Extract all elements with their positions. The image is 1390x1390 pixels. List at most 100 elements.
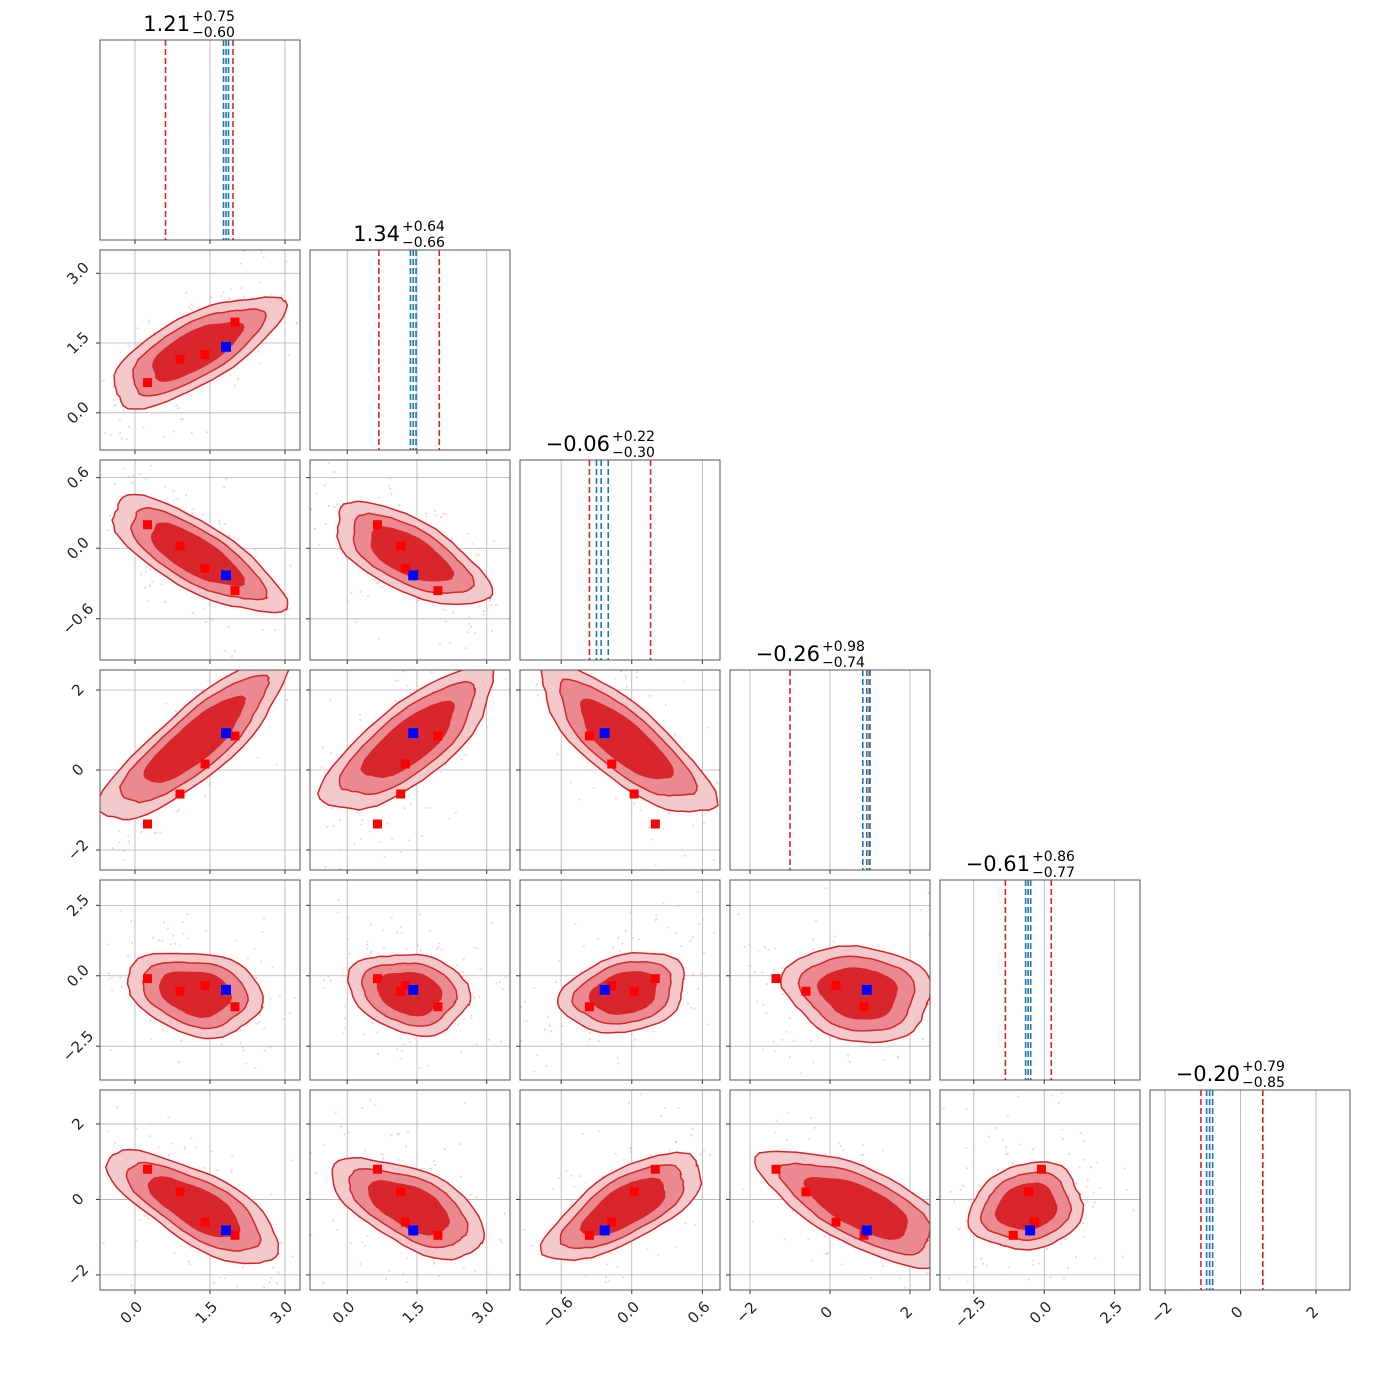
sample-point: [108, 977, 111, 980]
sample-point: [366, 1234, 369, 1238]
y-tick-label: −0.6: [59, 600, 97, 638]
sample-point: [464, 753, 467, 756]
sample-point: [538, 649, 540, 651]
sample-point: [579, 1175, 582, 1178]
sample-point: [360, 1241, 364, 1244]
red-marker: [396, 541, 406, 551]
sample-point: [520, 1039, 523, 1042]
sample-point: [440, 664, 442, 666]
sample-point: [259, 362, 262, 365]
sample-point: [163, 435, 166, 438]
sample-point: [788, 1017, 791, 1020]
sample-point: [996, 1168, 1000, 1172]
sample-point: [359, 590, 362, 593]
sample-point: [218, 522, 222, 525]
sample-point: [210, 1150, 213, 1153]
sample-point: [1091, 1205, 1094, 1208]
sample-point: [415, 1341, 417, 1343]
contour-panel-4-0: −2.5 0.0 2.5: [59, 879, 301, 1084]
red-marker: [230, 731, 240, 741]
sample-point: [714, 908, 716, 910]
red-marker: [175, 789, 185, 799]
y-tick-label: 0.0: [63, 533, 93, 563]
sample-point: [949, 1190, 953, 1193]
sample-point: [186, 913, 189, 916]
sample-point: [176, 497, 179, 500]
blue-truth-marker: [408, 984, 419, 995]
sample-point: [810, 1116, 813, 1120]
sample-point: [664, 1106, 667, 1110]
sample-point: [944, 1058, 946, 1060]
sample-point: [338, 818, 342, 822]
sample-point: [586, 1044, 589, 1047]
sample-point: [512, 644, 514, 646]
sample-point: [1082, 1140, 1085, 1143]
sample-point: [444, 763, 447, 767]
red-marker: [433, 1002, 443, 1012]
sample-point: [460, 758, 463, 761]
x-tick-label: −2: [1147, 1298, 1175, 1326]
sample-point: [1001, 1139, 1004, 1142]
panel-content: [490, 891, 720, 1073]
sample-point: [227, 298, 230, 301]
sample-point: [164, 485, 167, 488]
blue-truth-marker: [599, 1225, 610, 1236]
sample-point: [400, 931, 403, 934]
red-marker: [372, 819, 382, 829]
sample-point: [625, 685, 628, 688]
sample-point: [702, 1149, 706, 1152]
sample-point: [185, 291, 188, 294]
sample-point: [361, 819, 364, 822]
sample-point: [243, 250, 246, 253]
sample-point: [203, 1166, 206, 1169]
sample-point: [523, 1228, 526, 1231]
sample-point: [741, 863, 743, 865]
sample-point: [809, 1039, 813, 1042]
sample-point: [428, 806, 431, 810]
sample-point: [109, 433, 112, 437]
sample-point: [92, 452, 94, 454]
sample-point: [122, 409, 125, 412]
sample-point: [318, 704, 320, 706]
sample-point: [219, 295, 223, 298]
sample-point: [767, 948, 770, 952]
sample-point: [424, 512, 428, 515]
sample-point: [545, 1064, 548, 1067]
sample-point: [225, 477, 228, 481]
sample-point: [326, 825, 329, 829]
sample-point: [456, 1023, 459, 1026]
sample-point: [295, 321, 299, 325]
red-marker: [400, 759, 410, 769]
sample-point: [490, 1034, 492, 1036]
sample-point: [1005, 1321, 1007, 1323]
sample-point: [315, 1172, 318, 1175]
sample-point: [123, 467, 126, 470]
sample-point: [1081, 1222, 1085, 1225]
sample-point: [467, 980, 470, 983]
sample-point: [158, 939, 161, 942]
sample-point: [279, 245, 281, 247]
sample-point: [482, 613, 485, 616]
y-tick-label: 0: [68, 760, 87, 779]
sample-point: [333, 505, 336, 509]
sample-point: [413, 1037, 416, 1041]
sample-point: [927, 891, 930, 895]
sample-point: [130, 1284, 133, 1287]
sample-point: [327, 461, 330, 464]
sample-point: [183, 1147, 187, 1151]
sample-point: [95, 980, 97, 982]
sample-point: [423, 457, 425, 459]
sample-point: [227, 534, 231, 537]
sample-point: [230, 1168, 233, 1171]
sample-point: [191, 513, 194, 516]
sample-point: [635, 675, 638, 678]
sample-point: [293, 1109, 295, 1111]
sample-point: [330, 751, 333, 755]
sample-point: [158, 412, 161, 415]
sample-point: [415, 1156, 418, 1160]
contour-panel-5-2: −0.6 0.0 0.6: [516, 1089, 721, 1332]
sample-point: [792, 1039, 795, 1042]
x-tick-label: 0: [817, 1303, 836, 1322]
panel-frame: [939, 879, 1141, 1081]
